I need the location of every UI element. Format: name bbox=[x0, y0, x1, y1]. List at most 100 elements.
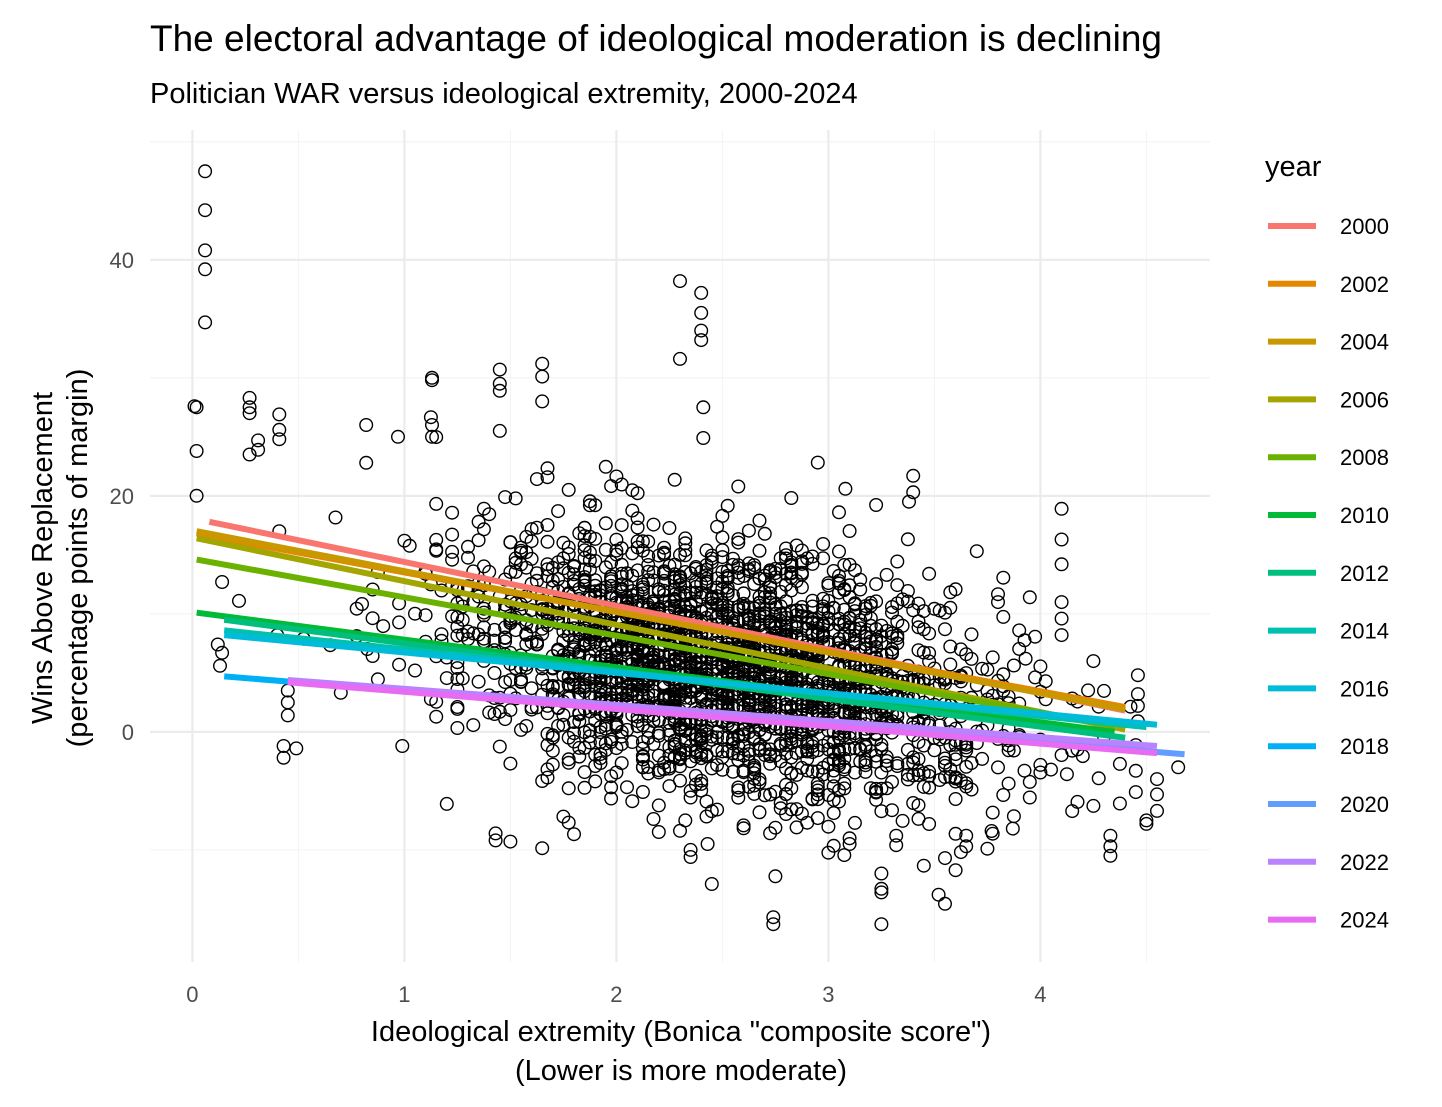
data-point bbox=[450, 701, 465, 716]
data-point bbox=[567, 559, 582, 574]
data-point bbox=[189, 400, 204, 415]
data-point bbox=[779, 594, 794, 609]
data-point bbox=[885, 803, 900, 818]
data-point bbox=[429, 496, 444, 511]
data-point bbox=[805, 593, 820, 608]
data-point bbox=[423, 410, 438, 425]
data-point bbox=[816, 628, 831, 643]
data-point bbox=[766, 917, 781, 932]
data-point bbox=[450, 628, 465, 643]
data-point bbox=[853, 754, 868, 769]
data-point bbox=[683, 842, 698, 857]
legend-label-2006: 2006 bbox=[1340, 387, 1389, 412]
legend-label-2008: 2008 bbox=[1340, 445, 1389, 470]
data-point bbox=[577, 740, 592, 755]
data-point bbox=[980, 662, 995, 677]
data-point bbox=[1128, 785, 1143, 800]
data-point bbox=[471, 674, 486, 689]
data-point bbox=[1149, 772, 1164, 787]
data-point bbox=[646, 653, 661, 668]
x-axis-title-line2: (Lower is more moderate) bbox=[515, 1055, 847, 1087]
data-point bbox=[731, 783, 746, 798]
data-point bbox=[784, 766, 799, 781]
y-axis-title-line1: Wins Above Replacement bbox=[27, 392, 59, 724]
data-point bbox=[885, 600, 900, 615]
data-point bbox=[657, 540, 672, 555]
data-point bbox=[694, 323, 709, 338]
data-point bbox=[598, 459, 613, 474]
fit-line-2016 bbox=[223, 632, 1158, 728]
data-point bbox=[1070, 794, 1085, 809]
data-point bbox=[503, 535, 518, 550]
data-point bbox=[328, 510, 343, 525]
data-point bbox=[488, 826, 503, 841]
data-point bbox=[408, 663, 423, 678]
data-point bbox=[540, 738, 555, 753]
data-point bbox=[492, 739, 507, 754]
data-point bbox=[922, 764, 937, 779]
data-point bbox=[651, 584, 666, 599]
data-point bbox=[598, 638, 613, 653]
y-tick-label: 0 bbox=[122, 720, 134, 745]
data-point bbox=[551, 504, 566, 519]
data-point bbox=[832, 544, 847, 559]
data-point bbox=[425, 418, 440, 433]
data-point bbox=[620, 679, 635, 694]
data-point bbox=[853, 613, 868, 628]
data-point bbox=[450, 721, 465, 736]
data-point bbox=[832, 745, 847, 760]
data-point bbox=[794, 727, 809, 742]
data-point bbox=[858, 755, 873, 770]
legend-label-2020: 2020 bbox=[1340, 792, 1389, 817]
data-point bbox=[445, 544, 460, 559]
data-point bbox=[1018, 651, 1033, 666]
data-point bbox=[842, 590, 857, 605]
data-point bbox=[604, 574, 619, 589]
chart-title: The electoral advantage of ideological m… bbox=[150, 18, 1162, 59]
data-point bbox=[763, 826, 778, 841]
data-point bbox=[1112, 796, 1127, 811]
data-point bbox=[731, 747, 746, 762]
data-point bbox=[916, 622, 931, 637]
chart-subtitle: Politician WAR versus ideological extrem… bbox=[150, 78, 858, 110]
data-point bbox=[242, 400, 257, 415]
data-point bbox=[1054, 595, 1069, 610]
data-point bbox=[667, 652, 682, 667]
data-point bbox=[492, 383, 507, 398]
data-point bbox=[715, 730, 730, 745]
data-point bbox=[492, 423, 507, 438]
data-point bbox=[556, 708, 571, 723]
data-point bbox=[434, 627, 449, 642]
data-point bbox=[832, 756, 847, 771]
data-point bbox=[242, 447, 257, 462]
data-point bbox=[476, 522, 491, 537]
data-point bbox=[826, 806, 841, 821]
data-point bbox=[641, 766, 656, 781]
data-point bbox=[911, 798, 926, 813]
data-point bbox=[397, 533, 412, 548]
data-point bbox=[392, 657, 407, 672]
data-point bbox=[1096, 683, 1111, 698]
data-point bbox=[630, 511, 645, 526]
data-point bbox=[731, 790, 746, 805]
data-point bbox=[890, 554, 905, 569]
data-point bbox=[794, 580, 809, 595]
data-point bbox=[869, 792, 884, 807]
data-point bbox=[359, 455, 374, 470]
data-point bbox=[545, 680, 560, 695]
data-point bbox=[215, 575, 230, 590]
legend-label-2000: 2000 bbox=[1340, 214, 1389, 239]
data-point bbox=[768, 869, 783, 884]
data-point bbox=[1038, 674, 1053, 689]
data-point bbox=[948, 863, 963, 878]
data-point bbox=[604, 555, 619, 570]
data-point bbox=[1091, 771, 1106, 786]
data-point bbox=[700, 837, 715, 852]
data-point bbox=[900, 532, 915, 547]
data-point bbox=[567, 827, 582, 842]
data-point bbox=[752, 805, 767, 820]
data-point bbox=[953, 642, 968, 657]
data-point bbox=[938, 751, 953, 766]
data-point bbox=[667, 571, 682, 586]
